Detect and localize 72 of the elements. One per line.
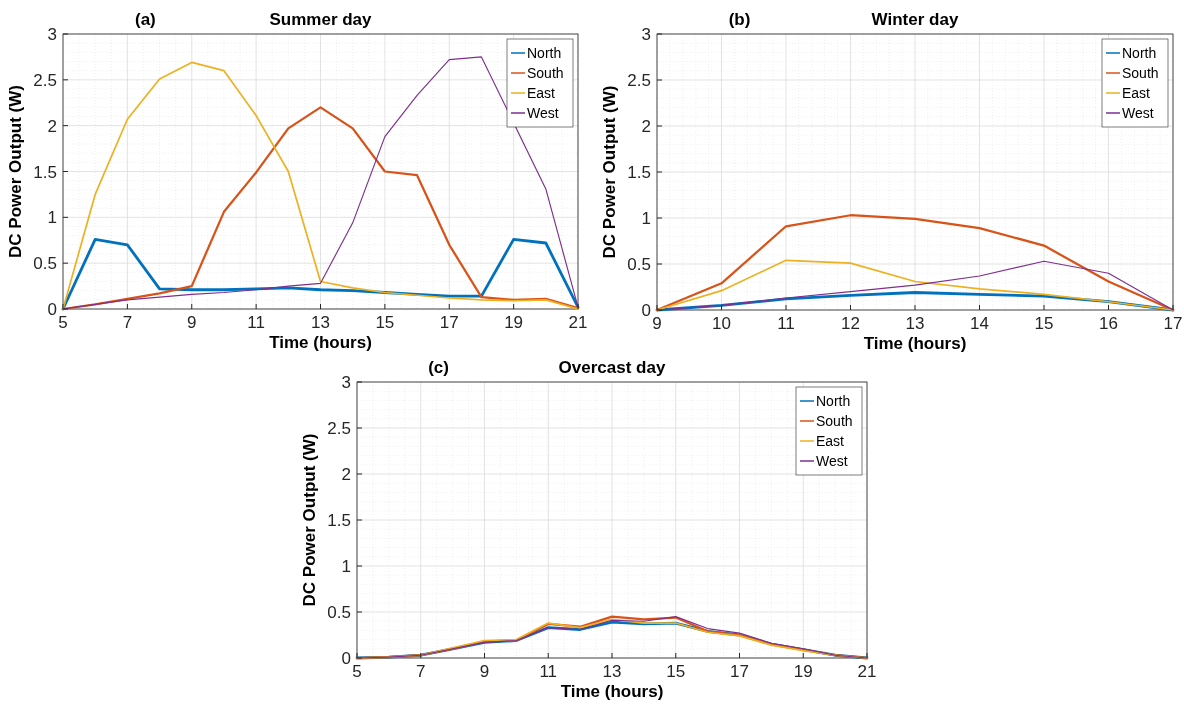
y-tick-label: 2 bbox=[47, 116, 57, 136]
x-tick-label: 13 bbox=[602, 662, 622, 681]
legend-label: North bbox=[816, 393, 851, 409]
y-axis-title: DC Power Output (W) bbox=[600, 85, 619, 259]
x-tick-label: 15 bbox=[375, 313, 395, 332]
y-tick-label: 3 bbox=[641, 25, 651, 44]
y-tick-label: 0 bbox=[641, 301, 651, 320]
y-tick-label: 1.5 bbox=[33, 162, 57, 182]
x-tick-label: 11 bbox=[539, 662, 558, 681]
chart-title: Summer day bbox=[269, 10, 373, 29]
y-tick-label: 3 bbox=[47, 25, 57, 44]
x-tick-label: 17 bbox=[1163, 314, 1183, 333]
x-tick-label: 12 bbox=[841, 314, 860, 333]
y-axis-title: DC Power Output (W) bbox=[6, 85, 25, 258]
x-axis-title: Time (hours) bbox=[863, 334, 967, 353]
legend-label: South bbox=[816, 413, 853, 429]
chart-title: Overcast day bbox=[558, 358, 666, 377]
legend-label: East bbox=[816, 433, 845, 449]
x-tick-label: 17 bbox=[730, 662, 749, 681]
legend-label: South bbox=[1122, 65, 1159, 81]
x-tick-label: 14 bbox=[970, 314, 989, 333]
y-tick-label: 1 bbox=[641, 209, 651, 228]
legend-label: North bbox=[527, 45, 562, 61]
x-tick-label: 9 bbox=[652, 314, 662, 333]
y-tick-label: 2.5 bbox=[627, 71, 651, 90]
y-tick-label: 2.5 bbox=[33, 70, 57, 90]
x-tick-label: 21 bbox=[568, 313, 588, 332]
y-tick-label: 0 bbox=[341, 649, 351, 668]
x-tick-label: 11 bbox=[777, 314, 795, 333]
legend-label: West bbox=[527, 105, 559, 121]
legend-label: North bbox=[1122, 45, 1157, 61]
legend-label: East bbox=[1122, 85, 1151, 101]
x-tick-label: 16 bbox=[1099, 314, 1118, 333]
x-tick-label: 15 bbox=[666, 662, 686, 681]
x-tick-label: 7 bbox=[416, 662, 426, 681]
y-tick-label: 1 bbox=[47, 208, 57, 228]
legend-label: South bbox=[527, 65, 564, 81]
x-tick-label: 11 bbox=[247, 313, 265, 332]
x-tick-label: 9 bbox=[479, 662, 490, 681]
legend-label: East bbox=[527, 85, 556, 101]
y-tick-label: 0.5 bbox=[327, 603, 351, 622]
legend-label: West bbox=[1122, 105, 1154, 121]
y-tick-label: 1.5 bbox=[627, 163, 651, 182]
y-tick-label: 3 bbox=[341, 373, 351, 392]
x-tick-label: 19 bbox=[793, 662, 813, 681]
y-tick-label: 0 bbox=[47, 300, 57, 319]
y-tick-label: 1.5 bbox=[327, 511, 351, 530]
y-tick-label: 2 bbox=[341, 465, 351, 484]
x-tick-label: 10 bbox=[712, 314, 731, 333]
x-tick-label: 13 bbox=[311, 313, 330, 332]
x-tick-label: 19 bbox=[504, 313, 524, 332]
x-tick-label: 5 bbox=[352, 662, 362, 681]
y-tick-label: 2.5 bbox=[327, 419, 351, 438]
y-tick-label: 2 bbox=[641, 117, 651, 136]
x-tick-label: 5 bbox=[58, 313, 68, 332]
x-tick-label: 17 bbox=[439, 313, 459, 332]
x-axis-title: Time (hours) bbox=[560, 682, 664, 701]
text: (c) bbox=[428, 358, 449, 377]
text: (a) bbox=[135, 10, 156, 29]
legend-label: West bbox=[816, 453, 848, 469]
x-tick-label: 9 bbox=[187, 313, 197, 332]
text: (b) bbox=[728, 10, 751, 29]
y-tick-label: 1 bbox=[341, 557, 351, 576]
x-tick-label: 21 bbox=[857, 662, 877, 681]
x-tick-label: 7 bbox=[122, 313, 133, 332]
x-axis-title: Time (hours) bbox=[269, 333, 372, 352]
y-tick-label: 0.5 bbox=[33, 254, 57, 274]
y-axis-title: DC Power Output (W) bbox=[300, 433, 319, 607]
chart-title: Winter day bbox=[871, 10, 959, 29]
y-tick-label: 0.5 bbox=[627, 255, 651, 274]
x-tick-label: 15 bbox=[1034, 314, 1054, 333]
x-tick-label: 13 bbox=[905, 314, 925, 333]
